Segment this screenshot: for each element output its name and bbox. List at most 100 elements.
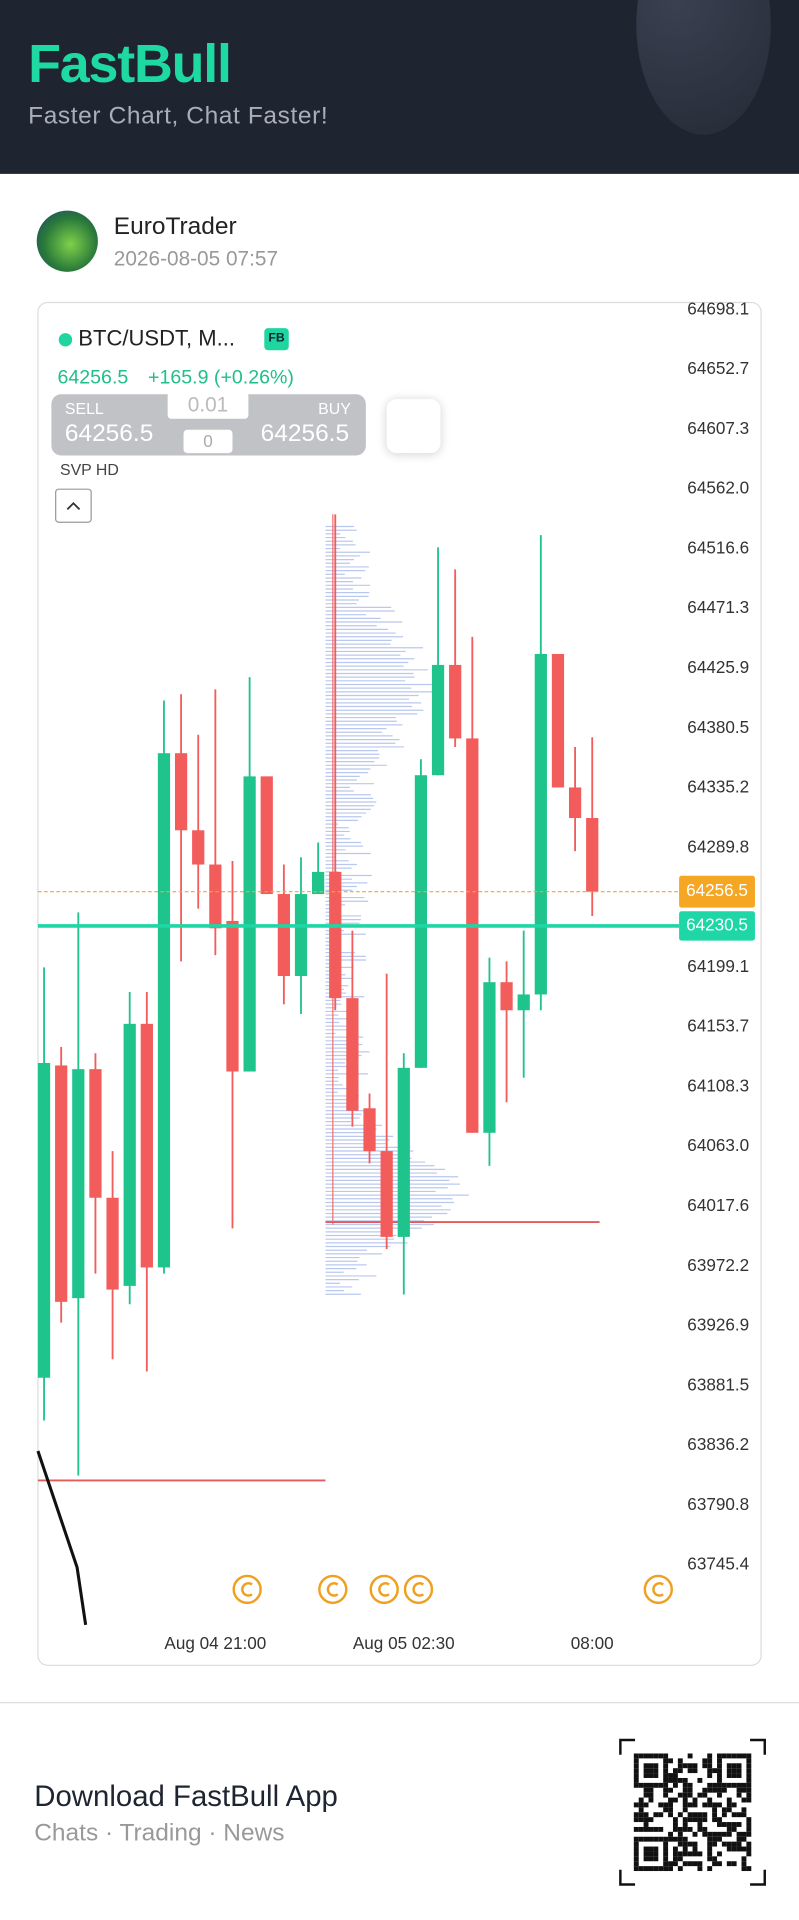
symbol: BTC/USDT, M... [78,325,235,351]
qr-module [712,1787,718,1793]
qr-module [653,1768,659,1774]
event-icon [403,1574,434,1605]
qr-module [668,1773,673,1778]
qr-module [663,1782,669,1788]
qr-module [687,1841,693,1847]
qr-module [746,1782,752,1788]
qr-module [648,1792,654,1798]
qr-module [663,1777,669,1783]
qr-module [672,1851,678,1857]
qr-module [633,1773,639,1778]
candle-body [277,894,290,977]
candle-body [260,776,273,895]
y-tick-label: 64063.0 [687,1135,749,1155]
candle-body [106,1197,119,1290]
qr-module [658,1866,664,1872]
event-icon [369,1574,399,1605]
qr-module [677,1768,683,1774]
qr-module [658,1753,664,1759]
qr-module [741,1831,747,1837]
collapse-button[interactable] [55,488,92,523]
qr-module [702,1802,708,1808]
qr-module [707,1753,713,1759]
qr-module [707,1787,713,1793]
qr-module [707,1866,713,1872]
qr-module [663,1758,669,1764]
tagline: Faster Chart, Chat Faster! [28,102,329,130]
qr-module [712,1768,718,1774]
qr-module [638,1807,644,1813]
event-icons [232,1574,673,1605]
x-tick-label: Aug 04 21:00 [164,1633,266,1653]
footer-title: Download FastBull App [34,1780,338,1814]
qr-module [731,1782,737,1788]
y-tick-label: 64199.1 [687,956,749,976]
qr-module [633,1812,639,1818]
qr-module [717,1753,722,1759]
qr-module [653,1851,659,1857]
qr-module [712,1856,718,1862]
qr-module [721,1822,727,1827]
candle-body [380,1151,393,1237]
qr-module [633,1851,639,1857]
qr-module [668,1836,673,1842]
candle-body [72,1069,85,1299]
sell-label[interactable]: SELL [64,399,104,418]
qr-module [731,1826,737,1832]
post-time: 2026-08-05 07:57 [113,247,279,271]
qr-module [712,1841,718,1847]
buy-price[interactable]: 64256.5 [260,420,350,447]
qr-module [638,1866,644,1872]
buy-label[interactable]: BUY [318,399,351,418]
qr-module [682,1841,688,1847]
qr-module [682,1763,688,1769]
qr-module [736,1787,742,1793]
event-icon [652,1582,664,1597]
qr-module [638,1812,644,1818]
qr-module [668,1807,673,1813]
qr-module [731,1841,737,1847]
qr-module [712,1831,718,1837]
qr-module [648,1763,654,1769]
qr-module [707,1782,713,1788]
qr-module [692,1763,698,1769]
qr-module [707,1773,713,1778]
qr-module [697,1861,703,1867]
qr-module [638,1817,644,1823]
action-button[interactable] [386,399,441,454]
qr-module [717,1758,722,1764]
qr-module [692,1831,698,1837]
qr-module [746,1753,752,1759]
qr-module [677,1812,683,1818]
qr-module [687,1768,693,1774]
qr-module [638,1802,644,1808]
qr-module [643,1851,649,1857]
qr-module [638,1782,644,1788]
qr-module [717,1777,722,1783]
lot-input[interactable]: 0.01 [167,391,249,419]
candle-body [466,738,479,1133]
qr-module [633,1802,639,1808]
chart-frame [37,301,762,1666]
qr-module [663,1768,669,1774]
qr-module [648,1753,654,1759]
qr-module [712,1861,718,1867]
qr-module [736,1753,742,1759]
qr-module [746,1787,752,1793]
chart: 64698.1 64652.7 64607.3 64562.0 64516.6 64471… [36,298,762,1666]
qr-module [726,1773,732,1778]
candle-body [346,998,359,1111]
qr-module [672,1797,678,1803]
qr-module [736,1846,742,1852]
qr-module [633,1763,639,1769]
qr-module [682,1861,688,1867]
event-icon [326,1582,339,1597]
sell-price[interactable]: 64256.5 [64,420,154,447]
qr-module [746,1826,752,1832]
event-icon [643,1574,673,1605]
qr-module [712,1836,718,1842]
qr-module [741,1787,747,1793]
qr-module [717,1831,722,1837]
qr-module [677,1763,683,1769]
qr-module [726,1768,732,1774]
